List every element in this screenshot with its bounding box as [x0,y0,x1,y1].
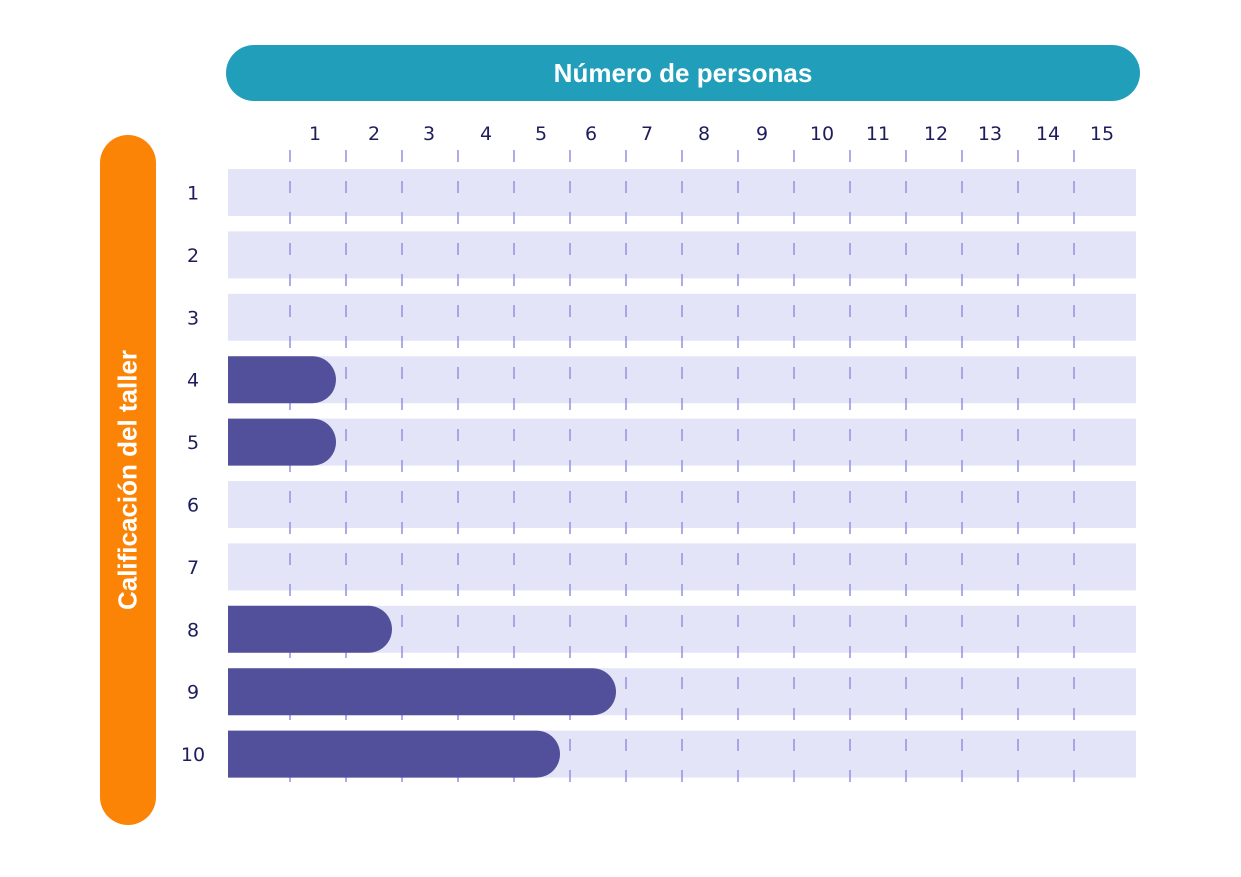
y-tick-label: 6 [187,495,199,517]
x-tick-label: 11 [866,123,890,145]
x-tick-label: 1 [309,123,321,145]
y-tick-label: 10 [181,744,205,766]
x-tick-label: 4 [480,123,492,145]
y-tick-label: 5 [187,432,199,454]
x-tick-label: 12 [924,123,948,145]
x-tick-labels: 1 2 3 4 5 6 7 8 9 10 11 12 13 14 15 [309,123,1114,145]
x-tick-label: 2 [368,123,380,145]
y-tick-label: 3 [187,307,199,329]
bar-8 [228,605,392,653]
x-tick-label: 7 [641,123,653,145]
bar-5 [228,418,336,466]
bars [228,356,616,778]
y-tick-label: 8 [187,619,199,641]
x-tick-label: 9 [756,123,768,145]
x-tick-label: 14 [1036,123,1060,145]
y-tick-label: 4 [187,370,199,392]
x-tick-label: 15 [1090,123,1114,145]
y-axis-title-background [100,135,156,825]
y-tick-labels: 1 2 3 4 5 6 7 8 9 10 [181,183,205,767]
y-tick-label: 1 [187,183,199,205]
x-tick-label: 5 [535,123,547,145]
x-axis-title: Número de personas [226,45,1140,101]
x-tick-label: 6 [585,123,597,145]
bar-4 [228,356,336,404]
row-background [228,356,1136,404]
row-background [228,543,1136,591]
bar-10 [228,730,560,778]
x-tick-label: 13 [978,123,1002,145]
y-tick-label: 7 [187,557,199,579]
y-tick-label: 9 [187,682,199,704]
bar-9 [228,668,616,716]
x-tick-label: 8 [698,123,710,145]
row-background [228,293,1136,341]
y-tick-label: 2 [187,245,199,267]
row-background [228,481,1136,528]
x-tick-label: 3 [423,123,435,145]
x-tick-label: 10 [810,123,834,145]
row-background [228,418,1136,466]
